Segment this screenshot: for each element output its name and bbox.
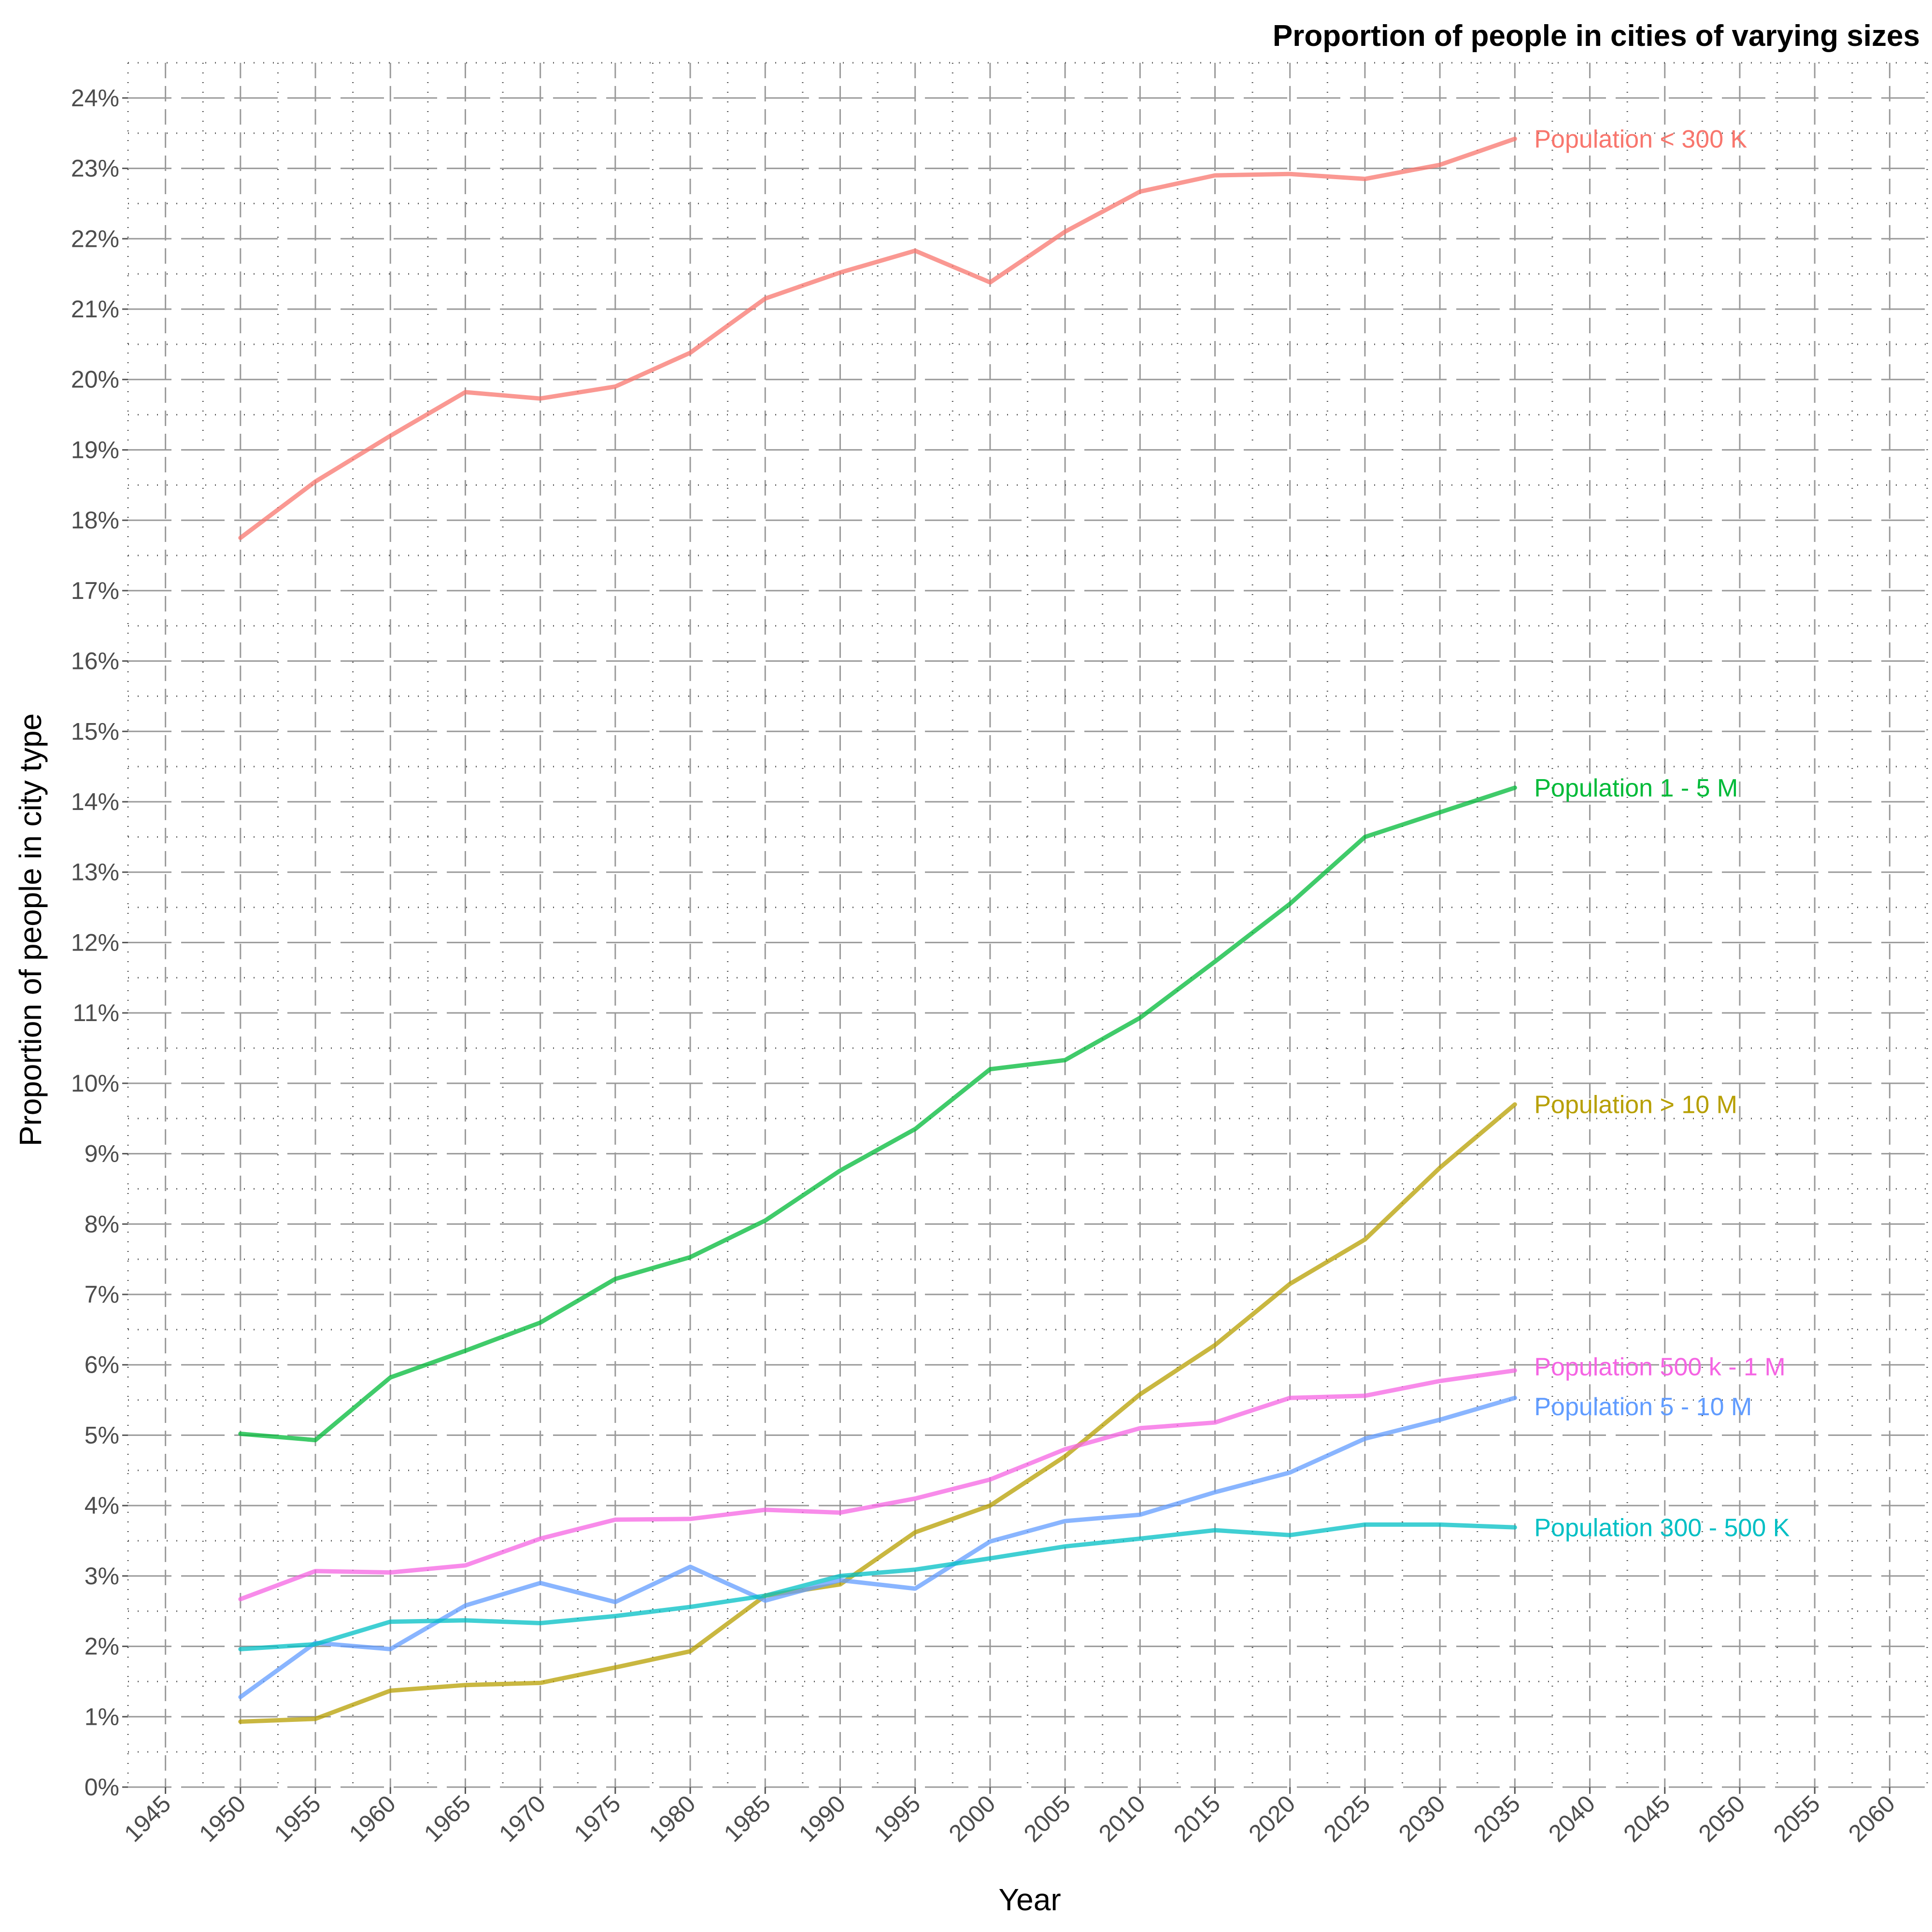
x-axis-ticks: 1945 1950 1955 1960 1965 1970 1975 1980 1985 1990… bbox=[119, 1787, 1900, 1847]
chart-title: Proportion of people in cities of varyin… bbox=[1273, 19, 1920, 53]
series-label-population-5-10-m: Population 5 - 10 M bbox=[1534, 1393, 1752, 1421]
x-tick-label: 1950 bbox=[194, 1790, 251, 1847]
y-tick-label: 7% bbox=[85, 1281, 119, 1308]
grid-lines bbox=[127, 62, 1928, 1788]
y-tick-label: 0% bbox=[85, 1774, 119, 1801]
x-tick-label: 2035 bbox=[1468, 1790, 1525, 1847]
series-line-population-5-10-m bbox=[238, 1395, 1517, 1699]
series-line-population-300-500-k bbox=[238, 1522, 1517, 1651]
y-tick-label: 10% bbox=[71, 1070, 119, 1097]
y-axis-label: Proportion of people in city type bbox=[13, 713, 48, 1147]
series-label-population-10-m: Population > 10 M bbox=[1534, 1091, 1737, 1119]
x-tick-label: 2050 bbox=[1693, 1790, 1750, 1847]
x-tick-label: 1970 bbox=[494, 1790, 551, 1847]
y-tick-label: 18% bbox=[71, 507, 119, 534]
series-label-population-1-5-m: Population 1 - 5 M bbox=[1534, 774, 1738, 802]
series-line-population-10-m bbox=[238, 1102, 1517, 1724]
y-tick-label: 8% bbox=[85, 1210, 119, 1237]
y-tick-label: 14% bbox=[71, 788, 119, 815]
series-lines bbox=[238, 136, 1517, 1724]
series-label-population-300-500-k: Population 300 - 500 K bbox=[1534, 1514, 1790, 1542]
y-tick-label: 13% bbox=[71, 859, 119, 886]
y-tick-label: 4% bbox=[85, 1492, 119, 1519]
x-tick-label: 1975 bbox=[568, 1790, 625, 1847]
x-tick-label: 2010 bbox=[1094, 1790, 1151, 1847]
x-tick-label: 2055 bbox=[1768, 1790, 1825, 1847]
x-tick-label: 2020 bbox=[1243, 1790, 1300, 1847]
x-tick-label: 2030 bbox=[1393, 1790, 1450, 1847]
y-tick-label: 16% bbox=[71, 648, 119, 675]
series-line-population-300-k bbox=[238, 136, 1517, 540]
y-tick-label: 2% bbox=[85, 1633, 119, 1660]
y-tick-label: 15% bbox=[71, 718, 119, 745]
x-tick-label: 1985 bbox=[719, 1790, 776, 1847]
series-label-population-500-k-1-m: Population 500 k - 1 M bbox=[1534, 1353, 1785, 1381]
x-tick-label: 2015 bbox=[1168, 1790, 1225, 1847]
y-tick-label: 11% bbox=[73, 999, 119, 1026]
series-labels: Population < 300 K Population 1 - 5 M Popu… bbox=[1534, 125, 1790, 1542]
x-tick-label: 1945 bbox=[119, 1790, 176, 1847]
y-tick-label: 21% bbox=[71, 296, 119, 323]
y-tick-label: 20% bbox=[71, 366, 119, 393]
x-tick-label: 1965 bbox=[419, 1790, 476, 1847]
x-tick-label: 2000 bbox=[943, 1790, 1000, 1847]
y-tick-label: 23% bbox=[71, 155, 119, 182]
y-tick-label: 3% bbox=[85, 1563, 119, 1590]
y-tick-label: 1% bbox=[85, 1703, 119, 1730]
series-line-population-1-5-m bbox=[238, 785, 1517, 1443]
x-tick-label: 2005 bbox=[1019, 1790, 1076, 1847]
x-tick-label: 1980 bbox=[644, 1790, 701, 1847]
x-tick-label: 2060 bbox=[1843, 1790, 1900, 1847]
x-axis-label: Year bbox=[998, 1882, 1061, 1917]
y-tick-label: 17% bbox=[71, 577, 119, 604]
x-tick-label: 2025 bbox=[1318, 1790, 1375, 1847]
x-tick-label: 1995 bbox=[868, 1790, 925, 1847]
y-tick-label: 24% bbox=[71, 85, 119, 112]
series-line-population-500-k-1-m bbox=[238, 1368, 1517, 1602]
y-tick-label: 19% bbox=[71, 436, 119, 463]
y-tick-label: 12% bbox=[71, 929, 119, 956]
series-label-population-300-k: Population < 300 K bbox=[1534, 125, 1747, 153]
y-tick-label: 22% bbox=[71, 225, 119, 252]
y-axis-ticks: 0% 1% 2% 3% 4% 5% 6% 7% 8% 9% 10% 11% 12% 13% 14% 15% 16… bbox=[71, 85, 128, 1801]
x-tick-label: 2045 bbox=[1618, 1790, 1675, 1847]
x-tick-label: 1990 bbox=[794, 1790, 851, 1847]
y-tick-label: 6% bbox=[85, 1351, 119, 1378]
x-tick-label: 1955 bbox=[269, 1790, 326, 1847]
x-tick-label: 1960 bbox=[344, 1790, 401, 1847]
y-tick-label: 9% bbox=[85, 1140, 119, 1167]
x-tick-label: 2040 bbox=[1543, 1790, 1600, 1847]
y-tick-label: 5% bbox=[85, 1421, 119, 1449]
